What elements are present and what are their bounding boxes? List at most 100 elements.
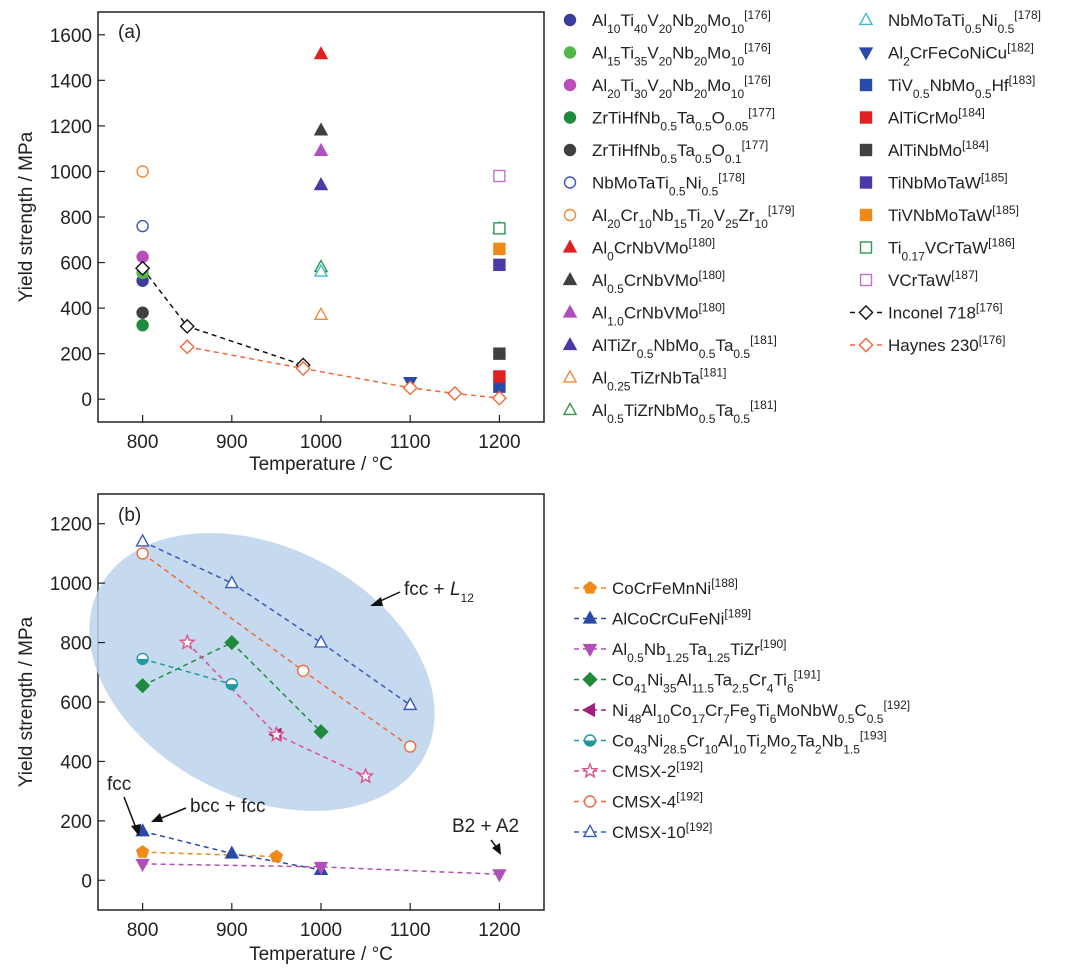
x-tick-label: 1000 (300, 432, 342, 453)
legend-entry-nbmotati0-5ni0-5-178: NbMoTaTi0.5Ni0.5[178] (858, 8, 1041, 36)
legend-entry-cmsx-2-192: CMSX-2[192] (574, 759, 703, 781)
y-tick-label: 1400 (50, 71, 92, 92)
legend-marker (858, 337, 874, 353)
y-tick-label: 600 (60, 254, 92, 275)
annotation-bcc-fcc-arrow (158, 807, 187, 820)
legend-entry-altizr0-5nbmo0-5ta0-5-181: AlTiZr0.5NbMo0.5Ta0.5[181] (562, 333, 777, 361)
legend-entry-ti0-17vcrtaw-186: Ti0.17VCrTaW[186] (859, 236, 1015, 264)
panel-a: (a) 800 900 1000 1100 1200 0 200 400 600 800 1000 1… (16, 8, 1041, 475)
annotation-b2-a2-text: B2 + A2 (452, 816, 519, 837)
legend-label: NbMoTaTi0.5Ni0.5[178] (592, 171, 745, 199)
legend-marker (563, 111, 577, 124)
legend-marker (859, 208, 873, 222)
series-line-co43ni28-5cr10al10ti2mo2ta2nb1-5-193 (142, 658, 233, 685)
legend-entry-alcocrcufeni-189: AlCoCrCuFeNi[189] (574, 607, 751, 629)
annotation-fcc-l12-text: fcc + L12 (404, 579, 474, 605)
legend-marker (582, 671, 598, 688)
legend-marker (858, 304, 874, 321)
point-cmsx-10-192 (135, 533, 150, 547)
point-co43ni28-5cr10al10ti2mo2ta2nb1-5-193 (225, 677, 239, 691)
point-cmsx-4-192 (404, 740, 417, 753)
legend-marker (563, 78, 577, 92)
legend-entry-al0-25tizrnbta-181: Al0.25TiZrNbTa[181] (562, 366, 726, 394)
legend-marker (562, 271, 578, 286)
legend-entry-al2crfeconicu-182: Al2CrFeCoNiCu[182] (858, 41, 1034, 69)
y-tick-label: 400 (60, 299, 92, 320)
legend-entry-al0-5crnbvmo-180: Al0.5CrNbVMo[180] (562, 268, 725, 296)
legend-b: CoCrFeMnNi[188] AlCoCrCuFeNi[189] Al0.5Nb1… (574, 576, 910, 842)
annotation-fcc-l12: fcc + L12 (370, 579, 474, 606)
point-al0crnbvmo-180 (313, 46, 329, 60)
series-marks-b (135, 533, 507, 883)
legend-entry-co41ni35al11-5ta2-5cr4ti6-191: Co41Ni35Al11.5Ta2.5Cr4Ti6[191] (574, 668, 820, 696)
y-tick-label: 400 (60, 752, 92, 773)
legend-marker (581, 702, 596, 718)
legend-entry-al10ti40v20nb20mo10-176: Al10Ti40V20Nb20Mo10[176] (563, 8, 771, 36)
point-al0-5nb1-25ta1-25tizr-190 (313, 861, 329, 875)
point-cocrfemnni-188 (135, 845, 150, 858)
legend-label: Ni48Al10Co17Cr7Fe9Ti6MoNbW0.5C0.5[192] (612, 698, 910, 726)
legend-label: Al0.5CrNbVMo[180] (592, 268, 725, 296)
legend-marker (859, 241, 873, 254)
legend-label: Al20Ti30V20Nb20Mo10[176] (592, 73, 771, 101)
legend-entry-co43ni28-5cr10al10ti2mo2ta2nb1-5-193: Co43Ni28.5Cr10Al10Ti2Mo2Ta2Nb1.5[193] (574, 729, 887, 757)
annotation-fcc-l12-arrowhead (370, 597, 383, 606)
legend-entry-ni48al10co17cr7fe9ti6monbw0-5c0-5-192: Ni48Al10Co17Cr7Fe9Ti6MoNbW0.5C0.5[192] (574, 698, 910, 726)
x-tick-label: 1200 (478, 432, 520, 453)
legend-entry-tiv0-5nbmo0-5hf-183: TiV0.5NbMo0.5Hf[183] (859, 73, 1035, 101)
legend-marker (583, 795, 597, 808)
annotation-b2-a2-arrowhead (492, 843, 501, 855)
y-tick-label: 1200 (50, 117, 92, 138)
axis-ticks-b: 800 900 1000 1100 1200 0 200 400 600 800 1000 1200 (50, 515, 521, 941)
x-axis-label-a: Temperature / °C (249, 454, 393, 475)
series-line-al0-5nb1-25ta1-25tizr-190 (142, 863, 500, 876)
point-cmsx-4-192 (136, 547, 149, 560)
point-cmsx-2-192 (267, 725, 286, 743)
legend-label: CoCrFeMnNi[188] (612, 576, 738, 598)
annotation-fcc-arrow (123, 796, 137, 829)
legend-marker (858, 47, 874, 61)
point-co41ni35al11-5ta2-5cr4ti6-191 (135, 678, 151, 694)
legend-entry-cocrfemnni-188: CoCrFeMnNi[188] (574, 576, 738, 598)
annotation-bcc-fcc-arrowhead (151, 813, 163, 822)
y-tick-label: 1200 (50, 515, 92, 536)
legend-label: TiNbMoTaW[185] (888, 171, 1008, 193)
legend-entry-cmsx-4-192: CMSX-4[192] (574, 790, 703, 812)
point-cmsx-10-192 (402, 696, 418, 711)
annotation-bcc-fcc-text: bcc + fcc (190, 796, 266, 817)
panel-b: (b) 800 900 1000 1100 1200 0 200 400 600 800 1000 1… (16, 493, 910, 965)
x-tick-label: 800 (127, 920, 159, 941)
y-tick-label: 200 (60, 812, 92, 833)
point-inconel-718-176 (179, 318, 195, 334)
point-co43ni28-5cr10al10ti2mo2ta2nb1-5-193-fill (137, 658, 149, 665)
point-al20cr10nb15ti20v25zr10-179 (136, 165, 149, 178)
legend-entry-nbmotati0-5ni0-5-178: NbMoTaTi0.5Ni0.5[178] (563, 171, 745, 199)
legend-a: Al10Ti40V20Nb20Mo10[176] Al15Ti35V20Nb20M… (562, 8, 1041, 426)
legend-marker (563, 176, 577, 189)
legend-marker (859, 78, 873, 92)
legend-marker (563, 208, 577, 222)
legend-label: Co41Ni35Al11.5Ta2.5Cr4Ti6[191] (612, 668, 820, 696)
x-tick-label: 900 (216, 432, 248, 453)
legend-entry-al0-5tizrnbmo0-5ta0-5-181: Al0.5TiZrNbMo0.5Ta0.5[181] (562, 398, 777, 426)
legend-label: Co43Ni28.5Cr10Al10Ti2Mo2Ta2Nb1.5[193] (612, 729, 887, 757)
legend-label: Al10Ti40V20Nb20Mo10[176] (592, 8, 771, 36)
point-co41ni35al11-5ta2-5cr4ti6-191 (313, 724, 329, 740)
point-inconel-718-176 (135, 260, 151, 276)
legend-label: AlTiCrMo[184] (888, 106, 985, 128)
legend-label: Inconel 718[176] (888, 301, 1003, 323)
point-al1-0crnbvmo-180 (313, 142, 329, 157)
legend-marker (582, 610, 598, 624)
legend-entry-al20cr10nb15ti20v25zr10-179: Al20Cr10Nb15Ti20V25Zr10[179] (563, 203, 795, 231)
x-tick-label: 800 (127, 432, 159, 453)
panel-label-b: (b) (118, 505, 141, 526)
x-tick-label: 1100 (390, 920, 431, 941)
point-co41ni35al11-5ta2-5cr4ti6-191 (224, 634, 240, 651)
series-marks-a (135, 46, 507, 406)
x-axis-label-b: Temperature / °C (249, 944, 393, 965)
legend-marker (582, 823, 598, 838)
legend-entry-zrtihfnb0-5ta0-5o0-1-177: ZrTiHfNb0.5Ta0.5O0.1[177] (563, 138, 768, 166)
legend-marker (583, 734, 597, 747)
legend-marker (563, 143, 577, 157)
